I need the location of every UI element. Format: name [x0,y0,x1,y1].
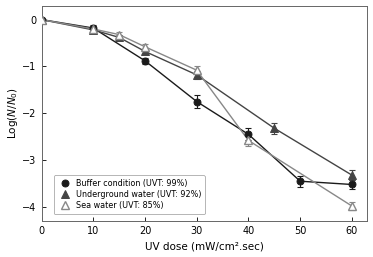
Underground water (UVT: 92%): (20, -0.68): 92%): (20, -0.68) [143,50,147,53]
Buffer condition (UVT: 99%): (10, -0.18): 99%): (10, -0.18) [91,26,95,30]
Underground water (UVT: 92%): (10, -0.22): 92%): (10, -0.22) [91,28,95,31]
Line: Buffer condition (UVT: 99%): Buffer condition (UVT: 99%) [38,16,355,188]
Y-axis label: Log($\mathit{N/N_0}$): Log($\mathit{N/N_0}$) [6,87,19,139]
Buffer condition (UVT: 99%): (0, 0): 99%): (0, 0) [39,18,44,21]
Underground water (UVT: 92%): (30, -1.18): 92%): (30, -1.18) [194,73,199,76]
Underground water (UVT: 92%): (0, 0): 92%): (0, 0) [39,18,44,21]
Underground water (UVT: 92%): (60, -3.32): 92%): (60, -3.32) [350,173,354,177]
Buffer condition (UVT: 99%): (30, -1.75): 99%): (30, -1.75) [194,100,199,103]
Buffer condition (UVT: 99%): (40, -2.45): 99%): (40, -2.45) [246,133,251,136]
Buffer condition (UVT: 99%): (20, -0.88): 99%): (20, -0.88) [143,59,147,62]
Buffer condition (UVT: 99%): (60, -3.52): 99%): (60, -3.52) [350,183,354,186]
Line: Underground water (UVT: 92%): Underground water (UVT: 92%) [38,16,356,179]
Sea water (UVT: 85%): (15, -0.32): 85%): (15, -0.32) [117,33,121,36]
Underground water (UVT: 92%): (45, -2.32): 92%): (45, -2.32) [272,127,276,130]
Sea water (UVT: 85%): (40, -2.58): 85%): (40, -2.58) [246,139,251,142]
Underground water (UVT: 92%): (15, -0.38): 92%): (15, -0.38) [117,36,121,39]
Line: Sea water (UVT: 85%): Sea water (UVT: 85%) [37,15,356,210]
Legend: Buffer condition (UVT: 99%), Underground water (UVT: 92%), Sea water (UVT: 85%): Buffer condition (UVT: 99%), Underground… [54,175,205,214]
Sea water (UVT: 85%): (10, -0.2): 85%): (10, -0.2) [91,27,95,31]
Sea water (UVT: 85%): (20, -0.58): 85%): (20, -0.58) [143,45,147,48]
Sea water (UVT: 85%): (60, -3.98): 85%): (60, -3.98) [350,205,354,208]
Sea water (UVT: 85%): (30, -1.08): 85%): (30, -1.08) [194,69,199,72]
Sea water (UVT: 85%): (0, 0): 85%): (0, 0) [39,18,44,21]
Buffer condition (UVT: 99%): (50, -3.45): 99%): (50, -3.45) [298,180,303,183]
X-axis label: UV dose (mW/cm².sec): UV dose (mW/cm².sec) [145,241,264,251]
